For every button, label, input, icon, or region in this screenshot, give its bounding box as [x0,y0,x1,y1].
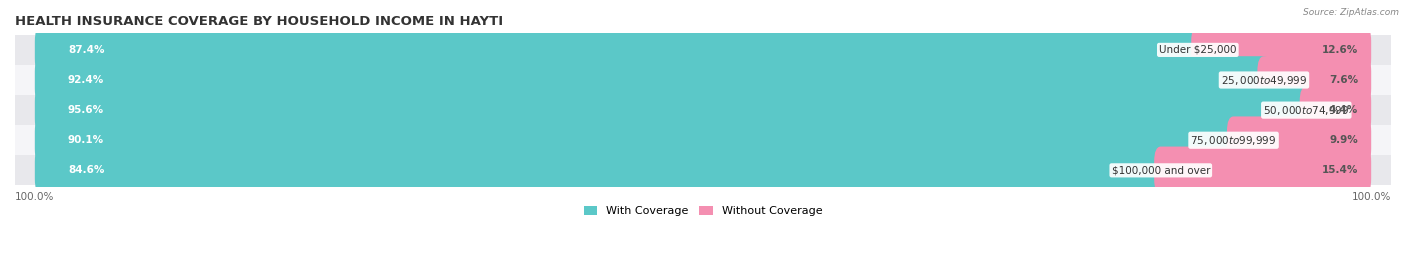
Text: 95.6%: 95.6% [67,105,104,115]
FancyBboxPatch shape [1299,86,1371,134]
Text: 87.4%: 87.4% [67,45,104,55]
Text: $50,000 to $74,999: $50,000 to $74,999 [1263,104,1350,117]
FancyBboxPatch shape [1227,116,1371,164]
Text: 100.0%: 100.0% [1351,192,1391,202]
FancyBboxPatch shape [15,35,1391,65]
FancyBboxPatch shape [15,125,1391,155]
Text: 7.6%: 7.6% [1329,75,1358,85]
Text: Under $25,000: Under $25,000 [1159,45,1237,55]
Text: 4.4%: 4.4% [1329,105,1358,115]
FancyBboxPatch shape [35,147,1371,194]
FancyBboxPatch shape [1257,56,1371,104]
FancyBboxPatch shape [35,86,1371,134]
FancyBboxPatch shape [15,95,1391,125]
FancyBboxPatch shape [35,116,1371,164]
Text: 9.9%: 9.9% [1329,135,1358,145]
FancyBboxPatch shape [35,56,1371,104]
FancyBboxPatch shape [35,26,1371,74]
Text: $25,000 to $49,999: $25,000 to $49,999 [1220,73,1308,87]
FancyBboxPatch shape [1154,147,1371,194]
Text: HEALTH INSURANCE COVERAGE BY HOUSEHOLD INCOME IN HAYTI: HEALTH INSURANCE COVERAGE BY HOUSEHOLD I… [15,15,503,28]
Text: 12.6%: 12.6% [1322,45,1358,55]
Text: 90.1%: 90.1% [67,135,104,145]
Text: Source: ZipAtlas.com: Source: ZipAtlas.com [1303,8,1399,17]
FancyBboxPatch shape [35,56,1271,104]
FancyBboxPatch shape [35,86,1313,134]
Text: 84.6%: 84.6% [67,165,104,175]
Text: $75,000 to $99,999: $75,000 to $99,999 [1191,134,1277,147]
Text: 100.0%: 100.0% [15,192,55,202]
FancyBboxPatch shape [35,116,1240,164]
Text: 15.4%: 15.4% [1322,165,1358,175]
FancyBboxPatch shape [35,26,1205,74]
FancyBboxPatch shape [15,65,1391,95]
Legend: With Coverage, Without Coverage: With Coverage, Without Coverage [579,201,827,221]
FancyBboxPatch shape [15,155,1391,185]
FancyBboxPatch shape [35,147,1167,194]
FancyBboxPatch shape [1191,26,1371,74]
Text: 92.4%: 92.4% [67,75,104,85]
Text: $100,000 and over: $100,000 and over [1112,165,1211,175]
